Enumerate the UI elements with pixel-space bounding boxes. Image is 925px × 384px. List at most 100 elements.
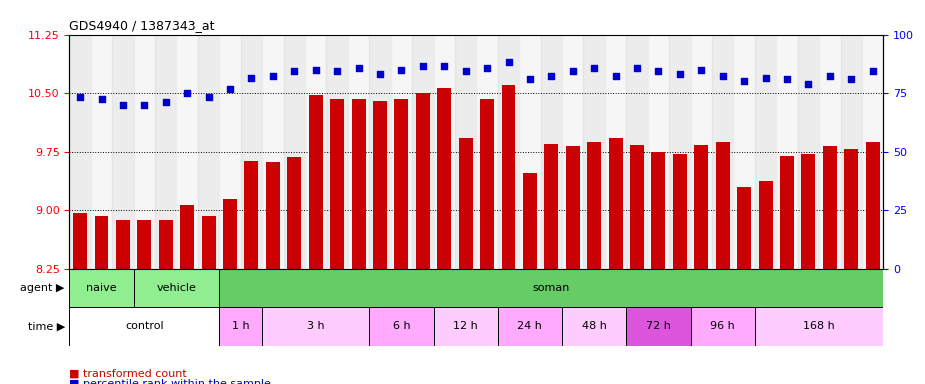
- Bar: [823, 146, 837, 269]
- Bar: [219, 307, 262, 346]
- Text: 48 h: 48 h: [582, 321, 607, 331]
- Point: [609, 73, 623, 79]
- Bar: [669, 35, 691, 269]
- Text: ■ transformed count: ■ transformed count: [69, 368, 187, 378]
- Bar: [691, 35, 712, 269]
- Bar: [116, 220, 130, 269]
- Point: [780, 76, 795, 82]
- Bar: [755, 307, 883, 346]
- Bar: [480, 99, 494, 269]
- Point: [94, 96, 109, 103]
- Bar: [348, 35, 369, 269]
- Bar: [69, 35, 91, 269]
- Point: [373, 71, 388, 77]
- Bar: [758, 180, 772, 269]
- Point: [158, 99, 173, 106]
- Bar: [605, 35, 626, 269]
- Bar: [712, 35, 734, 269]
- Bar: [223, 199, 237, 269]
- Bar: [498, 35, 519, 269]
- Bar: [180, 205, 194, 269]
- Text: ■ percentile rank within the sample: ■ percentile rank within the sample: [69, 379, 271, 384]
- Point: [73, 94, 88, 100]
- Bar: [305, 35, 327, 269]
- Bar: [434, 307, 498, 346]
- Bar: [240, 35, 262, 269]
- Point: [844, 76, 858, 82]
- Bar: [69, 307, 219, 346]
- Bar: [352, 99, 365, 269]
- Bar: [755, 35, 776, 269]
- Bar: [309, 96, 323, 269]
- Text: 12 h: 12 h: [453, 321, 478, 331]
- Bar: [780, 156, 794, 269]
- Bar: [498, 307, 562, 346]
- Point: [565, 68, 580, 74]
- Point: [651, 68, 666, 74]
- Bar: [587, 142, 601, 269]
- Bar: [540, 35, 562, 269]
- Bar: [523, 173, 536, 269]
- Point: [480, 65, 495, 71]
- Bar: [202, 216, 216, 269]
- Bar: [648, 35, 669, 269]
- Bar: [390, 35, 413, 269]
- Bar: [630, 146, 644, 269]
- Bar: [626, 307, 691, 346]
- Bar: [219, 269, 883, 307]
- Bar: [820, 35, 841, 269]
- Text: 24 h: 24 h: [517, 321, 542, 331]
- Point: [116, 102, 130, 108]
- Bar: [327, 35, 348, 269]
- Bar: [737, 187, 751, 269]
- Bar: [330, 99, 344, 269]
- Bar: [369, 35, 390, 269]
- Point: [736, 78, 751, 84]
- Text: control: control: [125, 321, 164, 331]
- Bar: [626, 35, 647, 269]
- Bar: [434, 35, 455, 269]
- Bar: [566, 146, 580, 269]
- Point: [137, 102, 152, 108]
- Point: [501, 59, 516, 65]
- Point: [352, 65, 366, 71]
- Point: [801, 81, 816, 87]
- Text: 96 h: 96 h: [710, 321, 735, 331]
- Point: [179, 90, 194, 96]
- Bar: [416, 93, 430, 269]
- Point: [630, 65, 645, 71]
- Text: 168 h: 168 h: [803, 321, 835, 331]
- Point: [458, 68, 473, 74]
- Bar: [438, 88, 451, 269]
- Bar: [94, 216, 108, 269]
- Bar: [584, 35, 605, 269]
- Bar: [797, 35, 820, 269]
- Bar: [501, 85, 515, 269]
- Bar: [519, 35, 540, 269]
- Bar: [373, 101, 387, 269]
- Text: 1 h: 1 h: [232, 321, 250, 331]
- Point: [329, 68, 344, 74]
- Bar: [262, 307, 369, 346]
- Text: 6 h: 6 h: [392, 321, 410, 331]
- Bar: [866, 142, 880, 269]
- Bar: [691, 307, 755, 346]
- Bar: [73, 213, 87, 269]
- Point: [287, 68, 302, 74]
- Bar: [413, 35, 434, 269]
- Bar: [133, 269, 219, 307]
- Point: [394, 67, 409, 73]
- Bar: [288, 157, 302, 269]
- Bar: [112, 35, 133, 269]
- Bar: [265, 162, 280, 269]
- Point: [586, 65, 601, 71]
- Point: [544, 73, 559, 79]
- Point: [672, 71, 687, 77]
- Text: naive: naive: [86, 283, 117, 293]
- Bar: [177, 35, 198, 269]
- Bar: [459, 137, 473, 269]
- Bar: [609, 137, 623, 269]
- Text: agent ▶: agent ▶: [20, 283, 65, 293]
- Text: 72 h: 72 h: [646, 321, 671, 331]
- Bar: [138, 220, 152, 269]
